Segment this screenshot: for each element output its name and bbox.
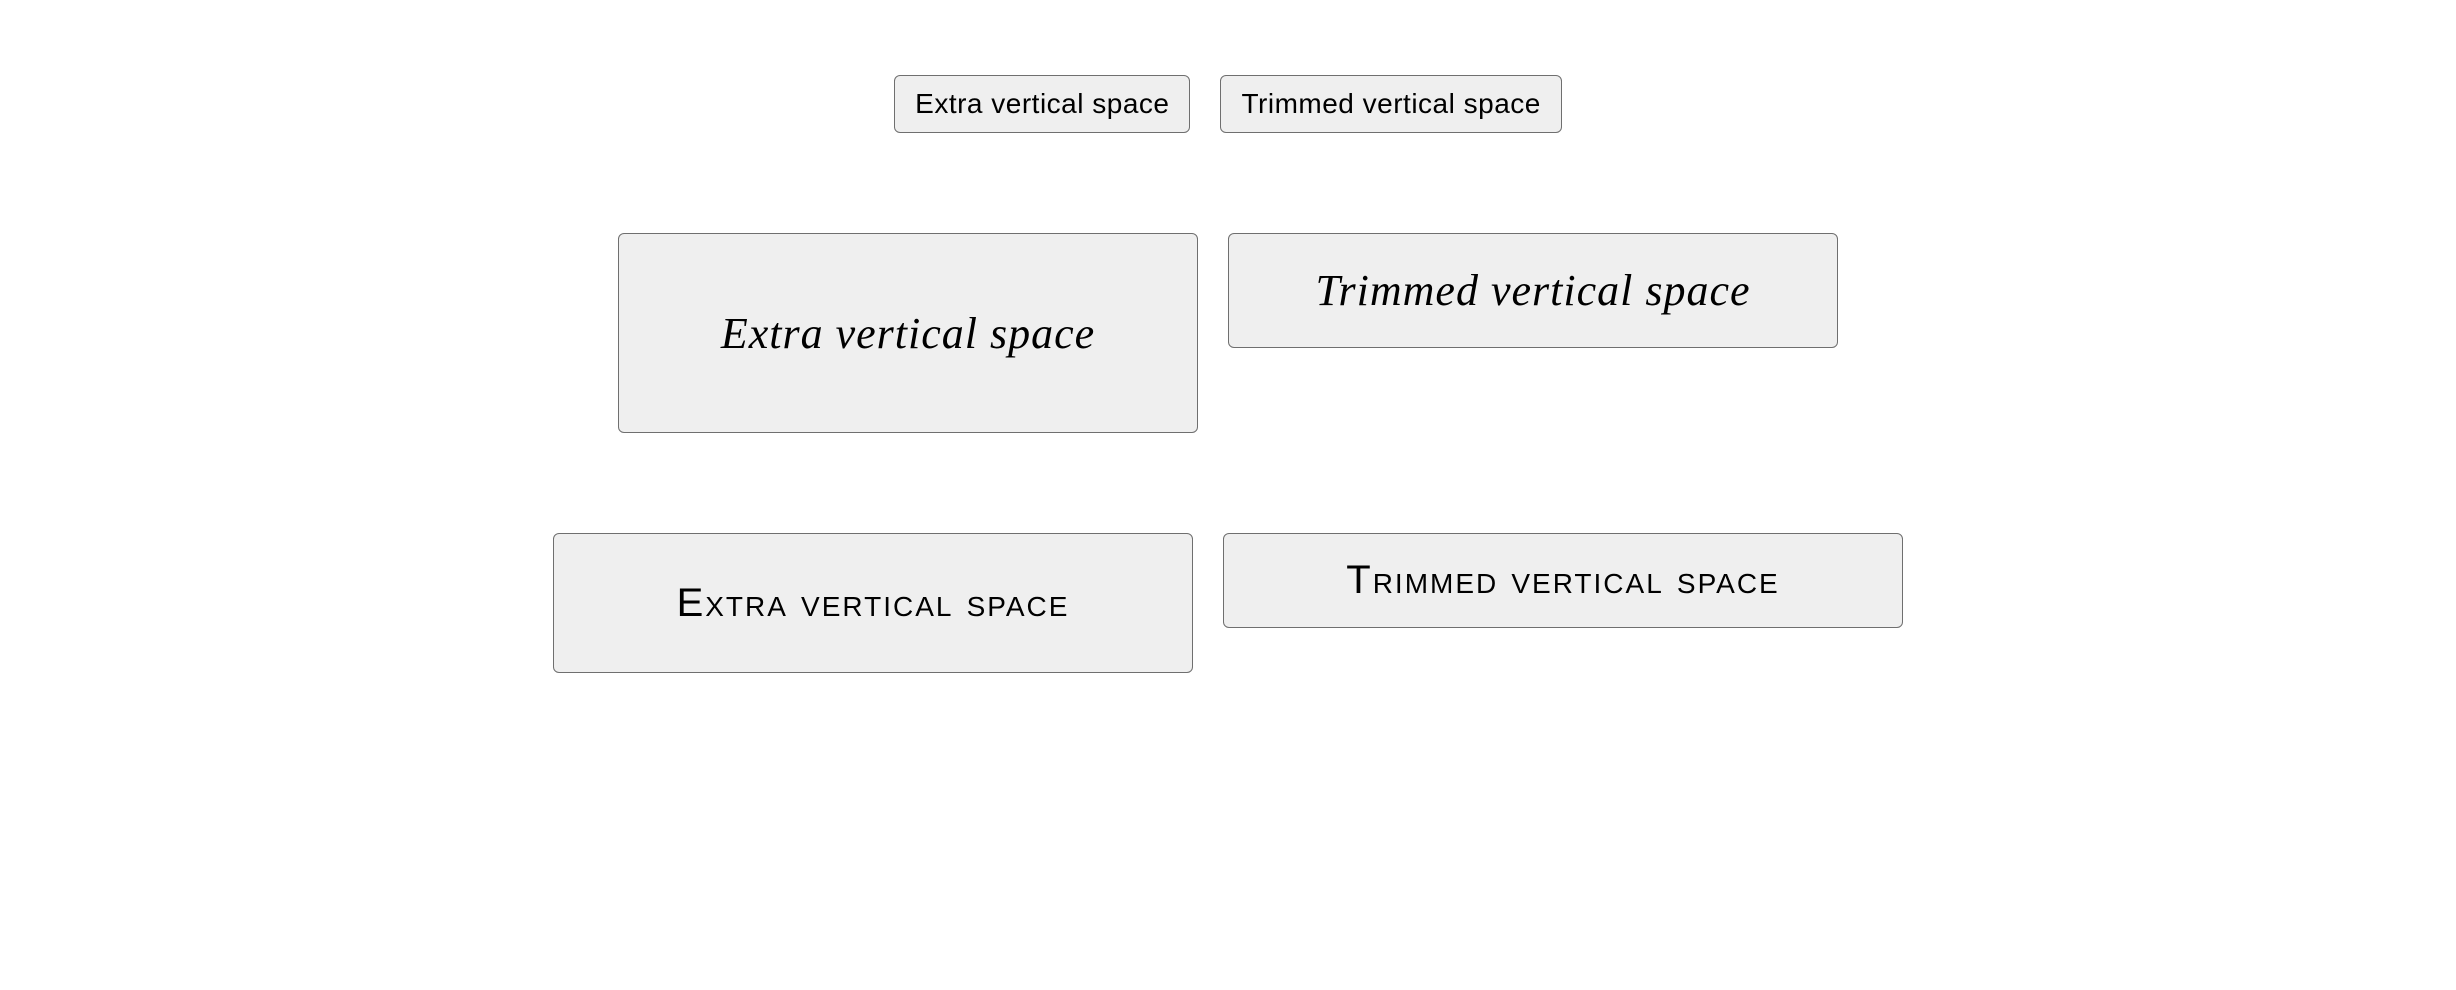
row-handwritten-font: Extra vertical space Trimmed vertical sp… (553, 533, 1903, 673)
extra-vertical-space-button[interactable]: Extra vertical space (894, 75, 1190, 133)
row-script-font: Extra vertical space Trimmed vertical sp… (618, 233, 1838, 433)
trimmed-vertical-space-button[interactable]: Trimmed vertical space (1223, 533, 1903, 628)
extra-vertical-space-button[interactable]: Extra vertical space (618, 233, 1198, 433)
row-plain-font: Extra vertical space Trimmed vertical sp… (894, 75, 1562, 133)
trimmed-vertical-space-button[interactable]: Trimmed vertical space (1228, 233, 1838, 348)
extra-vertical-space-button[interactable]: Extra vertical space (553, 533, 1193, 673)
example-grid: Extra vertical space Trimmed vertical sp… (0, 0, 2456, 990)
trimmed-vertical-space-button[interactable]: Trimmed vertical space (1220, 75, 1561, 133)
